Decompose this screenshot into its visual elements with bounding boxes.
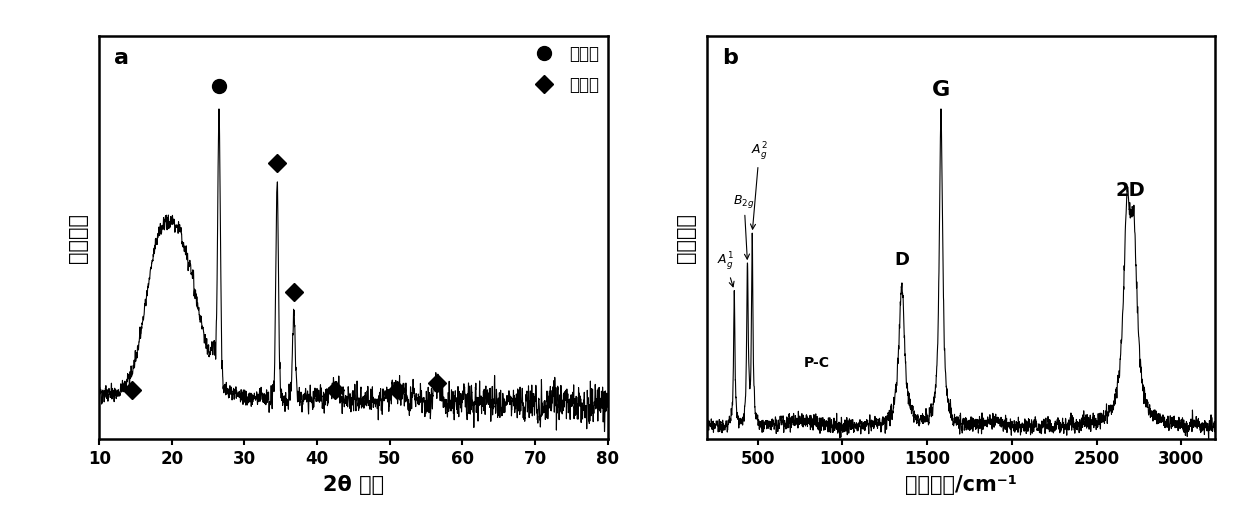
Text: b: b	[722, 48, 738, 68]
Text: P-C: P-C	[804, 356, 830, 370]
Text: $A_g^1$: $A_g^1$	[717, 250, 734, 287]
Legend: 石墨烯, 黑磷烯: 石墨烯, 黑磷烯	[527, 44, 599, 94]
Y-axis label: 相对强度: 相对强度	[68, 213, 88, 263]
X-axis label: 拉曼位移/cm⁻¹: 拉曼位移/cm⁻¹	[905, 475, 1017, 495]
Y-axis label: 相对强度: 相对强度	[676, 213, 696, 263]
Text: G: G	[932, 80, 950, 100]
Text: $A_g^2$: $A_g^2$	[750, 140, 768, 229]
Text: $B_{2g}$: $B_{2g}$	[733, 193, 755, 259]
Text: a: a	[114, 48, 129, 68]
Text: D: D	[894, 251, 909, 269]
X-axis label: 2θ 角度: 2θ 角度	[322, 475, 384, 495]
Text: 2D: 2D	[1116, 181, 1146, 200]
